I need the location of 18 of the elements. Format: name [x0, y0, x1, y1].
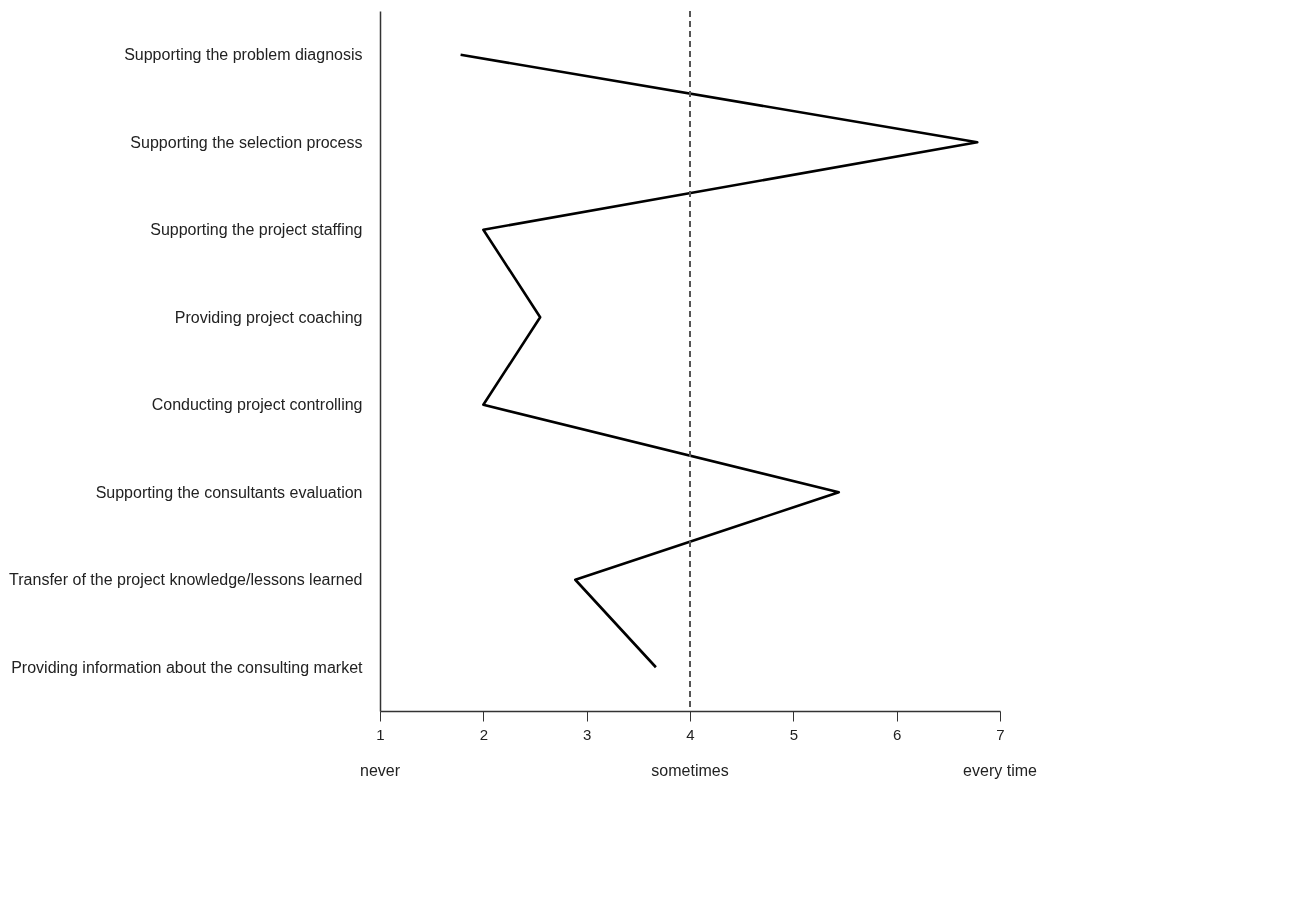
- x-tick-label: 2: [479, 725, 489, 743]
- y-tick-label: Providing information about the consulting market: [11, 658, 364, 676]
- x-tick-label: 1: [376, 725, 385, 743]
- x-tick-label: 5: [789, 725, 799, 743]
- y-tick-label: Supporting the selection process: [130, 133, 363, 151]
- y-tick-label: Supporting the project staffing: [150, 221, 363, 239]
- x-tick-label: 6: [892, 725, 902, 743]
- x-tick-label: 3: [582, 725, 592, 743]
- y-tick-label: Conducting project controlling: [151, 396, 363, 414]
- y-tick-label: Providing project coaching: [174, 308, 363, 326]
- y-tick-label: Transfer of the project knowledge/lessons learned: [9, 571, 363, 589]
- y-tick-label: Supporting the consultants evaluation: [95, 483, 363, 501]
- text: every time: [963, 762, 1037, 779]
- x-tick-label: 7: [996, 725, 1005, 743]
- x-tick-label: 4: [686, 725, 695, 743]
- y-tick-label: Supporting the problem diagnosis: [124, 46, 363, 64]
- text: never: [359, 762, 401, 779]
- text: sometimes: [651, 762, 729, 779]
